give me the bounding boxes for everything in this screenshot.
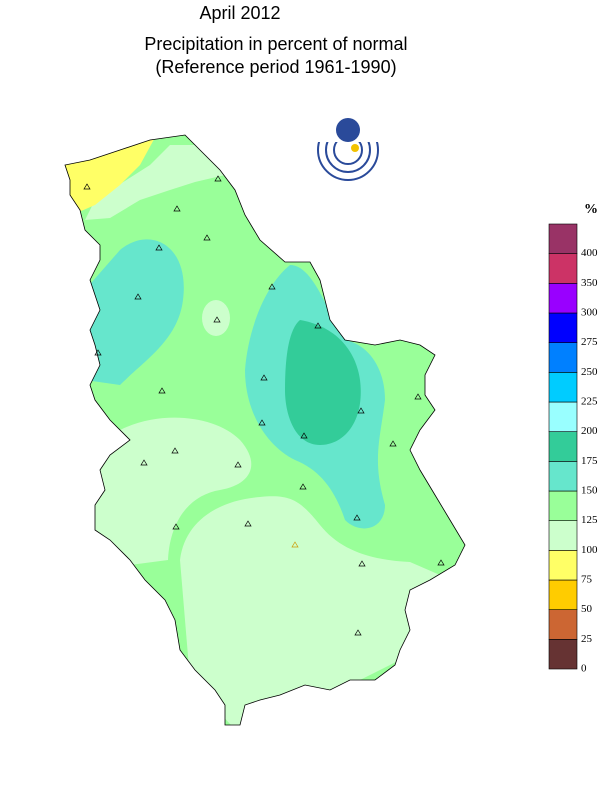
map-regions (65, 135, 465, 725)
region (180, 496, 440, 725)
legend-label: 200 (581, 425, 598, 437)
station-marker (291, 541, 299, 548)
legend-label: 275 (581, 336, 598, 348)
legend-label: 150 (581, 485, 598, 497)
legend-label: 125 (581, 514, 598, 526)
country-border (64, 134, 466, 726)
legend-swatch (548, 342, 578, 373)
legend-swatch (548, 490, 578, 521)
legend-label: 225 (581, 396, 598, 408)
legend-swatch (548, 579, 578, 610)
legend-unit: % (584, 202, 598, 217)
legend-label: 250 (581, 366, 598, 378)
legend-label: 350 (581, 277, 598, 289)
logo-head (336, 118, 360, 142)
legend-label: 0 (581, 663, 587, 675)
legend-label: 75 (581, 574, 593, 586)
legend-swatch (548, 372, 578, 403)
legend-swatch (548, 550, 578, 581)
legend: % 0 25 50 75 100 125 150 175 200 225 250 275 300 350 4… (548, 202, 598, 675)
legend-swatch (548, 639, 578, 670)
legend-label: 175 (581, 455, 598, 467)
legend-swatch (548, 461, 578, 492)
logo-sun (351, 144, 359, 152)
legend-swatch (548, 520, 578, 551)
logo (315, 116, 381, 181)
reference-period: (Reference period 1961-1990) (155, 57, 396, 77)
legend-label: 50 (581, 603, 593, 615)
region (85, 417, 252, 565)
stations (83, 175, 445, 636)
legend-swatch (548, 401, 578, 432)
region (85, 239, 184, 385)
legend-label: 25 (581, 633, 593, 645)
region (85, 145, 225, 220)
region (285, 320, 361, 445)
legend-swatch (548, 253, 578, 284)
legend-swatch (548, 223, 578, 254)
legend-swatch (548, 431, 578, 462)
subtitle: Precipitation in percent of normal (144, 34, 407, 54)
title: April 2012 (199, 3, 280, 23)
station-markers (83, 175, 445, 636)
legend-swatch (548, 312, 578, 343)
legend-label: 400 (581, 247, 598, 259)
legend-swatch (548, 283, 578, 314)
legend-label: 300 (581, 307, 598, 319)
legend-swatch (548, 609, 578, 640)
legend-label: 100 (581, 544, 598, 556)
